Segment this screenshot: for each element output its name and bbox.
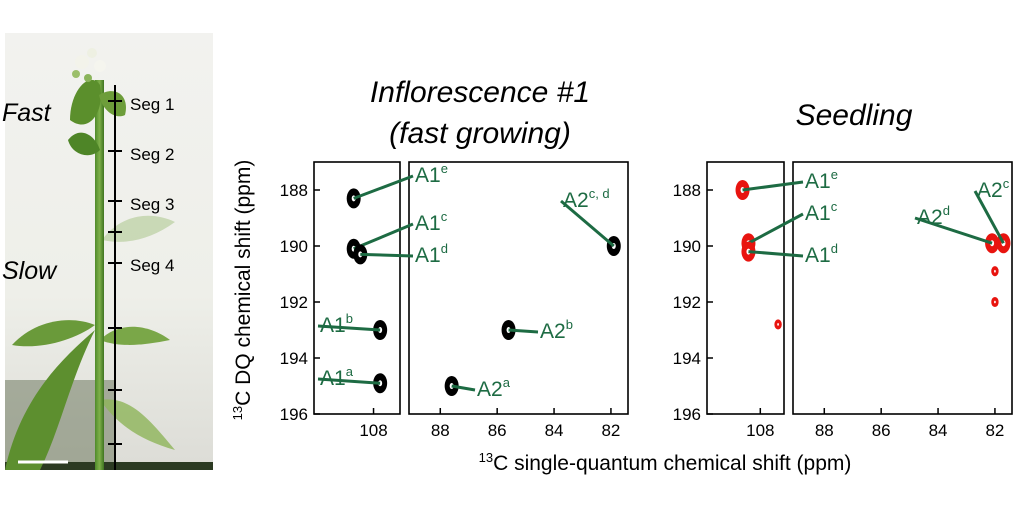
x-axis-title-text: C single-quantum chemical shift (ppm)	[493, 452, 851, 475]
chart-1-label-leader	[317, 377, 381, 385]
phase-label-fast: Fast	[2, 99, 52, 127]
chart-2-y-tick-label: 190	[673, 237, 701, 256]
flower-2	[94, 60, 106, 72]
chart-1-y-tick-label: 192	[280, 293, 308, 312]
chart-1-label-leader	[353, 174, 414, 200]
chart-2-x-tick-label: 86	[872, 421, 891, 440]
plant-photo: Fast Slow Seg 1 Seg 2 Seg 3 Seg 4	[2, 33, 213, 470]
chart-2-panel-1-frame	[706, 161, 785, 415]
chart-2-title: Seedling	[796, 99, 913, 132]
chart-1-label-leader	[560, 199, 615, 248]
chart-1-x-tick-label: 86	[488, 421, 507, 440]
segment-label-1: Seg 1	[130, 95, 174, 114]
chart-1-inflorescence: 188 190 192 194 196 108 88 86 84 82 A1e A1c A1d A1b A1…	[280, 161, 629, 440]
chart-2-peak-label: A2d	[917, 203, 950, 229]
chart-2-peak-label: A1d	[805, 241, 838, 267]
leaf-top-right	[99, 91, 126, 117]
chart-1-y-tick-label: 196	[280, 405, 308, 424]
chart-1-y-tick-label: 190	[280, 237, 308, 256]
chart-1-x-tick-label: 108	[359, 421, 387, 440]
chart-1-x-tick-label: 88	[431, 421, 450, 440]
chart-2-peak-center	[994, 269, 996, 273]
chart-1-peak-label: A2a	[477, 375, 511, 401]
chart-1-peak-label: A1a	[320, 364, 354, 390]
y-axis-title-text: C DQ chemical shift (ppm)	[232, 160, 255, 406]
chart-1-peak-label: A1b	[320, 311, 353, 337]
chart-1-peak-label: A1d	[415, 241, 448, 267]
bud-1	[72, 70, 80, 78]
leaf-lower-left	[12, 320, 95, 347]
chart-1-peak-label: A2c, d	[563, 186, 610, 212]
leaf-top-left	[70, 79, 101, 125]
chart-2-peak-label: A1e	[805, 167, 838, 193]
svg-text:13C DQ chemical shift (ppm): 13C DQ chemical shift (ppm)	[230, 160, 255, 421]
chart-2-y-tick-label: 188	[673, 181, 701, 200]
chart-1-peak-label: A2b	[540, 317, 573, 343]
chart-1-title-line-1: Inflorescence #1	[370, 76, 590, 109]
y-axis-title-superscript: 13	[230, 406, 245, 420]
chart-2-y-tick-label: 196	[673, 405, 701, 424]
leaf-base-left	[5, 330, 95, 470]
segment-label-3: Seg 3	[130, 195, 174, 214]
chart-2-x-tick-label: 84	[929, 421, 948, 440]
chart-1-label-leader	[508, 328, 539, 334]
chart-1-label-leader	[353, 222, 414, 251]
x-axis-title-superscript: 13	[479, 450, 493, 465]
chart-2-x-tick-label: 88	[815, 421, 834, 440]
chart-2-y-tick-label: 192	[673, 293, 701, 312]
chart-2-peak-label: A1c	[805, 199, 838, 225]
chart-2-panel-2-frame	[792, 161, 1013, 415]
chart-2-peak-center	[994, 300, 996, 304]
chart-1-x-tick-label: 84	[545, 421, 564, 440]
chart-1-panel-1-frame	[313, 161, 401, 415]
segment-label-4: Seg 4	[130, 256, 174, 275]
flower-3	[87, 48, 97, 58]
stem	[95, 80, 104, 470]
chart-2-x-tick-label: 82	[985, 421, 1004, 440]
chart-1-x-tick-label: 82	[601, 421, 620, 440]
chart-2-y-tick-label: 194	[673, 349, 701, 368]
leaf-lower-right	[100, 326, 170, 345]
chart-1-panel-2-frame	[408, 161, 629, 415]
chart-2-label-leader	[914, 216, 993, 245]
segment-label-2: Seg 2	[130, 145, 174, 164]
chart-1-peak-label: A1c	[415, 209, 448, 235]
chart-1-label-leader	[317, 324, 381, 332]
chart-1-y-tick-label: 194	[280, 349, 308, 368]
chart-1-y-tick-label: 188	[280, 181, 308, 200]
chart-2-seedling: 188 190 192 194 196 108 88 86 84 82 A1e A1c A1d A2d A2…	[673, 161, 1013, 440]
chart-2-label-leader	[747, 212, 804, 245]
chart-2-label-leader	[742, 180, 804, 192]
chart-2-x-tick-label: 108	[746, 421, 774, 440]
leaf-mid-right	[102, 215, 175, 242]
ruler-ticks	[108, 100, 122, 445]
y-axis-title: 13C DQ chemical shift (ppm)	[230, 160, 255, 421]
photo-pot-edge	[5, 462, 213, 470]
leaf-bottom-right	[100, 399, 175, 450]
chart-2-peak-center	[777, 323, 779, 326]
chart-1-label-leader	[360, 252, 414, 258]
chart-1-peak-label: A1e	[415, 161, 448, 187]
phase-label-slow: Slow	[2, 257, 58, 285]
chart-2-label-leader	[748, 250, 804, 258]
chart-1-title-line-2: (fast growing)	[389, 117, 571, 150]
chart-2-peak-label: A2c	[977, 176, 1010, 202]
bud-2	[84, 74, 92, 82]
chart-2-label-leader	[973, 190, 1005, 244]
flower-1	[75, 55, 89, 69]
x-axis-title: 13C single-quantum chemical shift (ppm)	[479, 450, 852, 475]
leaf-upper	[68, 132, 100, 156]
chart-1-label-leader	[451, 384, 476, 392]
